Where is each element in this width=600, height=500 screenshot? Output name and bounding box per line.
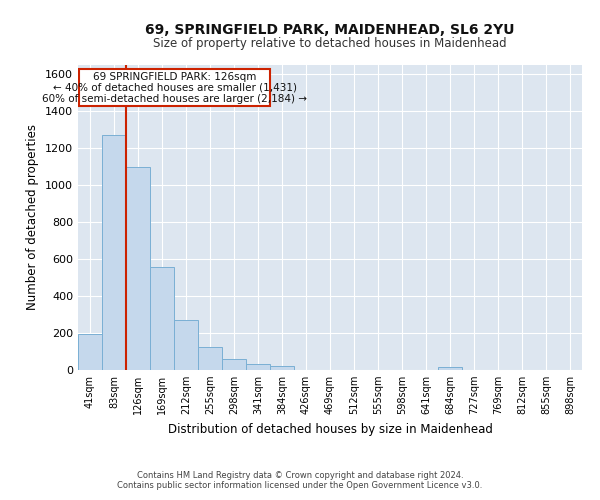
Text: ← 40% of detached houses are smaller (1,431): ← 40% of detached houses are smaller (1,… [53, 83, 296, 93]
Bar [78, 334, 102, 370]
Bar [270, 366, 294, 370]
X-axis label: Distribution of detached houses by size in Maidenhead: Distribution of detached houses by size … [167, 422, 493, 436]
Text: 69, SPRINGFIELD PARK, MAIDENHEAD, SL6 2YU: 69, SPRINGFIELD PARK, MAIDENHEAD, SL6 2Y… [145, 22, 515, 36]
Text: 60% of semi-detached houses are larger (2,184) →: 60% of semi-detached houses are larger (… [42, 94, 307, 104]
Bar [438, 367, 462, 370]
Bar [102, 135, 126, 370]
Bar [246, 364, 270, 370]
Bar [150, 268, 174, 370]
Bar [174, 320, 198, 370]
Text: 69 SPRINGFIELD PARK: 126sqm: 69 SPRINGFIELD PARK: 126sqm [93, 72, 256, 83]
Bar [222, 359, 246, 370]
Text: Size of property relative to detached houses in Maidenhead: Size of property relative to detached ho… [153, 38, 507, 51]
Bar [79, 68, 270, 106]
Y-axis label: Number of detached properties: Number of detached properties [26, 124, 40, 310]
Bar [198, 347, 222, 370]
Text: Contains HM Land Registry data © Crown copyright and database right 2024.
Contai: Contains HM Land Registry data © Crown c… [118, 470, 482, 490]
Bar [126, 166, 150, 370]
